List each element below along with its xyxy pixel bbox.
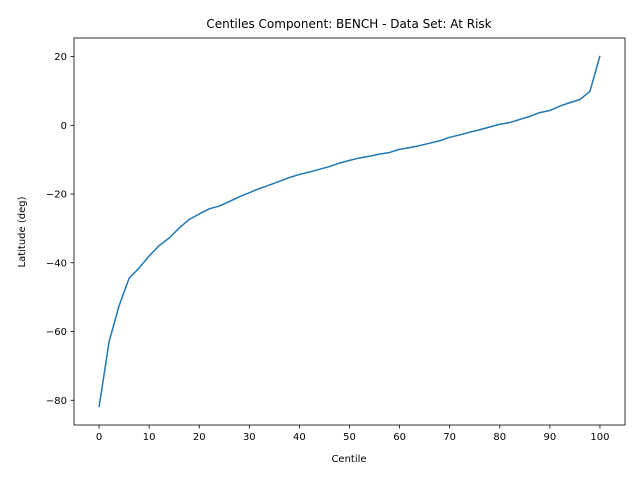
x-tick-label: 20: [193, 432, 206, 443]
y-tick-label: −20: [46, 190, 67, 201]
x-tick-label: 80: [493, 432, 506, 443]
x-tick-label: 0: [96, 432, 102, 443]
y-axis: −80 −60 −40 −20 0 20: [46, 52, 74, 407]
y-tick-label: 0: [61, 121, 67, 132]
y-tick-label: −40: [46, 258, 67, 269]
y-tick-label: −60: [46, 327, 67, 338]
x-tick-label: 70: [443, 432, 456, 443]
y-tick-label: 20: [54, 52, 67, 63]
x-tick-label: 50: [343, 432, 356, 443]
y-tick-label: −80: [46, 396, 67, 407]
series-line: [98, 55, 601, 408]
x-tick-label: 40: [293, 432, 306, 443]
x-tick-label: 10: [143, 432, 156, 443]
series-layer: [98, 55, 601, 408]
x-axis: 0 10 20 30 40 50 60 70 80 90 100: [96, 425, 610, 443]
x-tick-label: 100: [590, 432, 609, 443]
x-tick-label: 90: [543, 432, 556, 443]
chart-title: Centiles Component: BENCH - Data Set: At…: [206, 17, 491, 31]
x-tick-label: 30: [243, 432, 256, 443]
y-axis-label: Latitude (deg): [17, 196, 28, 267]
x-axis-label: Centile: [331, 454, 366, 465]
x-tick-label: 60: [393, 432, 406, 443]
